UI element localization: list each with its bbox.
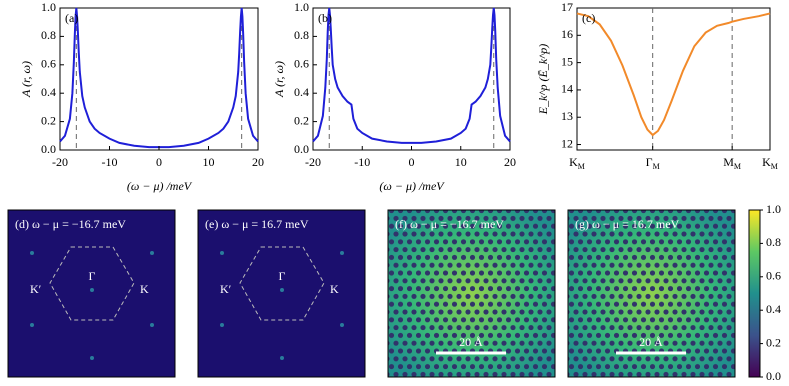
curve [576, 12, 771, 137]
panel-d: (d) ω − μ = −16.7 meV Γ K K′ [7, 209, 176, 378]
ldos-lattice [387, 209, 556, 378]
colorbar-tick-label: 0.6 [766, 269, 781, 283]
y-tick-label: 1.0 [41, 0, 56, 14]
y-axis-label: E_k^p (Ē_k^p) [536, 44, 550, 115]
spots [30, 251, 154, 360]
scale-bar-label: 20 Å [459, 335, 483, 349]
colorbar-tick-label: 0.8 [766, 235, 781, 249]
y-axis-label: A (r, ω) [19, 61, 33, 98]
x-tick-label: 10 [455, 155, 467, 169]
ldos-lattice [567, 209, 736, 378]
x-axis-label: (ω − μ) /meV [379, 179, 445, 193]
k-label: K [330, 282, 339, 296]
image-label: (f) ω − μ = −16.7 meV [395, 217, 504, 231]
k-label: K [140, 282, 149, 296]
image-label: (d) ω − μ = −16.7 meV [15, 217, 126, 231]
colorbar-tick-label: 0.0 [766, 369, 781, 383]
panel-e: (e) ω − μ = 16.7 meV Γ K K′ [197, 209, 366, 378]
y-tick-label: 0.6 [294, 57, 309, 71]
gamma-label: Γ [279, 269, 286, 283]
x-axis-label: (ω − μ) /meV [127, 179, 193, 193]
y-tick-label: 0.0 [41, 142, 56, 156]
kprime-label: K′ [220, 282, 232, 296]
y-tick-label: 0.2 [41, 113, 56, 127]
image-frame [7, 209, 176, 378]
y-tick-label: 17 [561, 0, 573, 14]
x-tick-subscript: M [734, 162, 741, 171]
x-tick-subscript: M [771, 162, 778, 171]
x-tick-label: -20 [305, 155, 321, 169]
plot-frame [59, 7, 259, 151]
colorbar-tick-label: 1.0 [766, 202, 781, 216]
y-tick-label: 13 [561, 109, 573, 123]
x-tick-label: 0 [156, 155, 162, 169]
y-tick-label: 0.4 [294, 85, 309, 99]
kprime-label: K′ [30, 282, 42, 296]
x-tick-subscript: M [653, 162, 660, 171]
scale-bar-label: 20 Å [639, 335, 663, 349]
y-tick-label: 0.2 [294, 113, 309, 127]
x-tick-label: MM [723, 155, 741, 171]
y-tick-label: 16 [561, 27, 573, 41]
image-frame [197, 209, 366, 378]
x-tick-label: 20 [252, 155, 264, 169]
panel-f: (f) ω − μ = −16.7 meV 20 Å [387, 209, 556, 378]
gamma-label: Γ [89, 269, 96, 283]
panel-label: (c) [582, 11, 595, 25]
x-tick-label: -10 [354, 155, 370, 169]
colorbar [748, 209, 761, 378]
curve [312, 7, 511, 144]
x-tick-label: 0 [409, 155, 415, 169]
panel-g: (g) ω − μ = 16.7 meV 20 Å [567, 209, 736, 378]
x-tick-label: KM [762, 155, 778, 171]
x-tick-label: ΓM [646, 155, 660, 171]
y-tick-label: 0.8 [41, 28, 56, 42]
brillouin-zone [239, 246, 325, 321]
brillouin-zone [49, 246, 135, 321]
panel-label: (b) [318, 11, 332, 25]
colorbar-tick-label: 0.4 [766, 302, 781, 316]
plot-frame [312, 7, 511, 151]
x-tick-label: 20 [504, 155, 516, 169]
panel-label: (a) [65, 11, 78, 25]
y-tick-label: 14 [561, 82, 573, 96]
x-tick-subscript: M [578, 162, 585, 171]
image-label: (g) ω − μ = 16.7 meV [575, 217, 680, 231]
colorbar-tick-label: 0.2 [766, 335, 781, 349]
y-tick-label: 1.0 [294, 0, 309, 14]
x-tick-label: 10 [203, 155, 215, 169]
y-axis-label: A (r, ω) [272, 61, 286, 98]
y-tick-label: 15 [561, 54, 573, 68]
plot-frame [576, 7, 771, 151]
y-tick-label: 12 [561, 136, 573, 150]
curve [59, 7, 259, 149]
x-tick-label: -20 [52, 155, 68, 169]
spots [220, 251, 344, 360]
x-tick-label: KM [569, 155, 585, 171]
y-tick-label: 0.6 [41, 57, 56, 71]
image-label: (e) ω − μ = 16.7 meV [205, 217, 309, 231]
x-tick-label: -10 [102, 155, 118, 169]
y-tick-label: 0.4 [41, 85, 56, 99]
y-tick-label: 0.8 [294, 28, 309, 42]
y-tick-label: 0.0 [294, 142, 309, 156]
